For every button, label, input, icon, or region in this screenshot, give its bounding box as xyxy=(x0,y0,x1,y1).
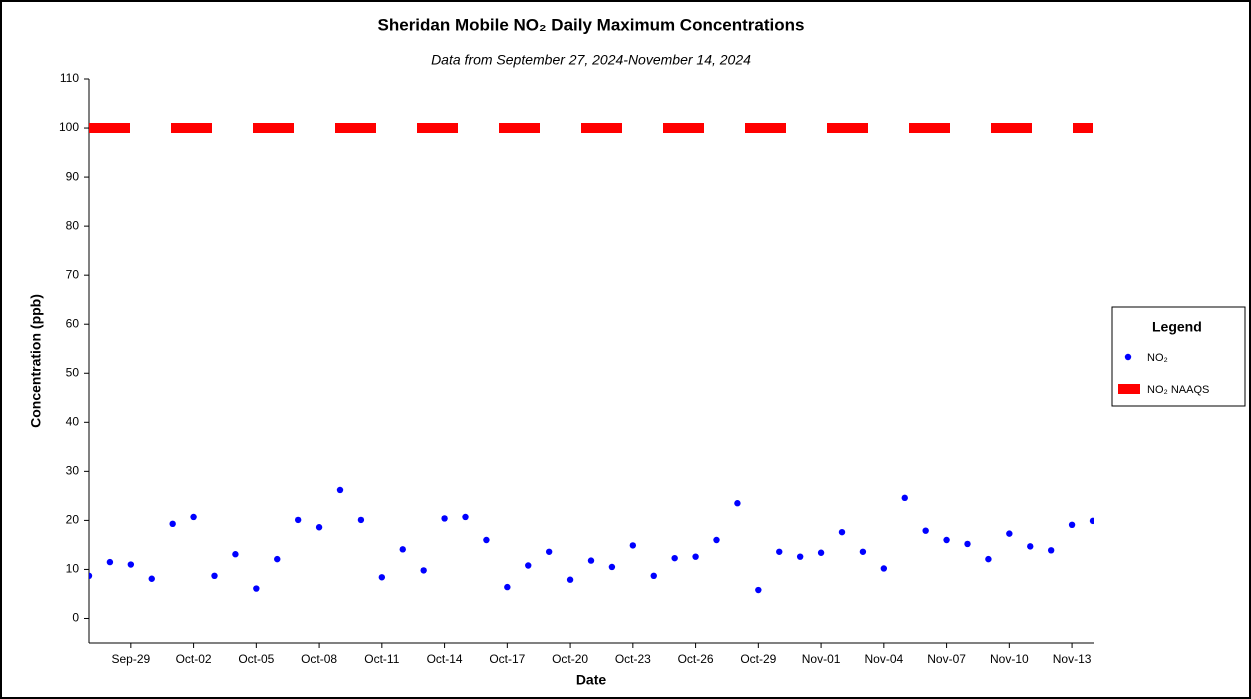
data-point xyxy=(483,536,490,544)
data-point xyxy=(817,549,825,556)
x-tick-label: Sep-29 xyxy=(111,652,150,666)
data-point xyxy=(985,555,992,563)
legend-marker xyxy=(1124,353,1132,361)
data-point xyxy=(608,563,616,571)
data-point xyxy=(357,516,365,524)
x-tick-label: Oct-05 xyxy=(238,652,274,666)
data-point xyxy=(378,574,386,581)
data-point xyxy=(315,524,323,531)
x-tick-label: Nov-07 xyxy=(927,652,966,666)
y-tick-label: 110 xyxy=(60,71,79,85)
legend-marker xyxy=(1118,384,1140,394)
data-point xyxy=(650,572,657,580)
y-tick-label: 40 xyxy=(66,414,80,428)
y-tick-label: 30 xyxy=(66,464,80,478)
x-tick-label: Oct-29 xyxy=(740,652,776,666)
y-tick-label: 90 xyxy=(66,169,80,183)
data-point xyxy=(755,586,762,594)
y-tick-label: 70 xyxy=(66,267,80,281)
x-axis-label: Date xyxy=(576,672,607,688)
x-tick-label: Oct-26 xyxy=(678,652,714,666)
legend-box xyxy=(1111,306,1246,407)
y-tick-label: 10 xyxy=(66,562,80,576)
data-point xyxy=(399,546,406,553)
x-tick-label: Oct-17 xyxy=(489,652,525,666)
data-point xyxy=(734,500,741,507)
data-point xyxy=(671,554,678,562)
data-point xyxy=(148,575,155,582)
data-point xyxy=(922,527,929,534)
chart-title: Sheridan Mobile NO₂ Daily Maximum Concen… xyxy=(378,15,805,34)
y-tick-label: 20 xyxy=(66,513,80,527)
x-tick-label: Oct-02 xyxy=(176,652,212,666)
data-point xyxy=(901,494,908,502)
chart-subtitle: Data from September 27, 2024-November 14… xyxy=(431,52,751,68)
data-point xyxy=(1089,517,1094,525)
data-point xyxy=(1047,547,1055,554)
y-tick-label: 100 xyxy=(59,120,79,134)
data-point xyxy=(1006,530,1013,537)
data-point xyxy=(776,548,783,555)
data-point xyxy=(629,542,637,549)
data-point xyxy=(294,516,302,524)
x-tick-label: Nov-01 xyxy=(802,652,841,666)
data-point xyxy=(545,548,553,555)
data-point xyxy=(211,572,218,580)
x-tick-label: Oct-11 xyxy=(364,652,399,666)
data-point xyxy=(713,536,720,544)
data-point xyxy=(336,486,344,494)
data-point xyxy=(253,585,260,592)
data-point xyxy=(232,551,239,558)
x-tick-label: Oct-14 xyxy=(427,652,463,666)
y-tick-label: 0 xyxy=(72,611,79,625)
x-tick-label: Oct-23 xyxy=(615,652,651,666)
data-point xyxy=(127,561,135,568)
data-point xyxy=(859,548,867,555)
data-point xyxy=(1027,543,1034,550)
data-point xyxy=(441,515,448,522)
y-axis-label: Concentration (ppb) xyxy=(28,294,44,428)
y-tick-label: 60 xyxy=(66,316,80,330)
data-point xyxy=(838,528,846,536)
data-point xyxy=(462,513,469,521)
x-tick-label: Nov-13 xyxy=(1053,652,1092,666)
data-point xyxy=(89,572,93,580)
data-point xyxy=(964,540,971,548)
data-point xyxy=(566,576,574,583)
data-point xyxy=(420,567,427,574)
x-tick-label: Nov-04 xyxy=(864,652,903,666)
legend-label: NO₂ xyxy=(1147,352,1168,364)
data-point xyxy=(796,553,804,560)
data-point xyxy=(525,562,532,569)
data-point xyxy=(274,555,281,563)
data-point xyxy=(106,558,114,566)
data-point xyxy=(504,583,511,591)
data-point xyxy=(692,553,699,560)
data-point xyxy=(190,513,197,521)
data-point xyxy=(943,536,950,544)
y-tick-label: 50 xyxy=(66,365,80,379)
data-point xyxy=(880,565,888,572)
x-tick-label: Nov-10 xyxy=(990,652,1029,666)
x-tick-label: Oct-20 xyxy=(552,652,588,666)
legend-title: Legend xyxy=(1152,319,1202,335)
y-tick-label: 80 xyxy=(66,218,80,232)
data-point xyxy=(587,557,595,564)
legend-label: NO₂ NAAQS xyxy=(1147,384,1209,396)
data-point xyxy=(169,520,176,528)
x-tick-label: Oct-08 xyxy=(301,652,337,666)
data-point xyxy=(1068,521,1076,529)
